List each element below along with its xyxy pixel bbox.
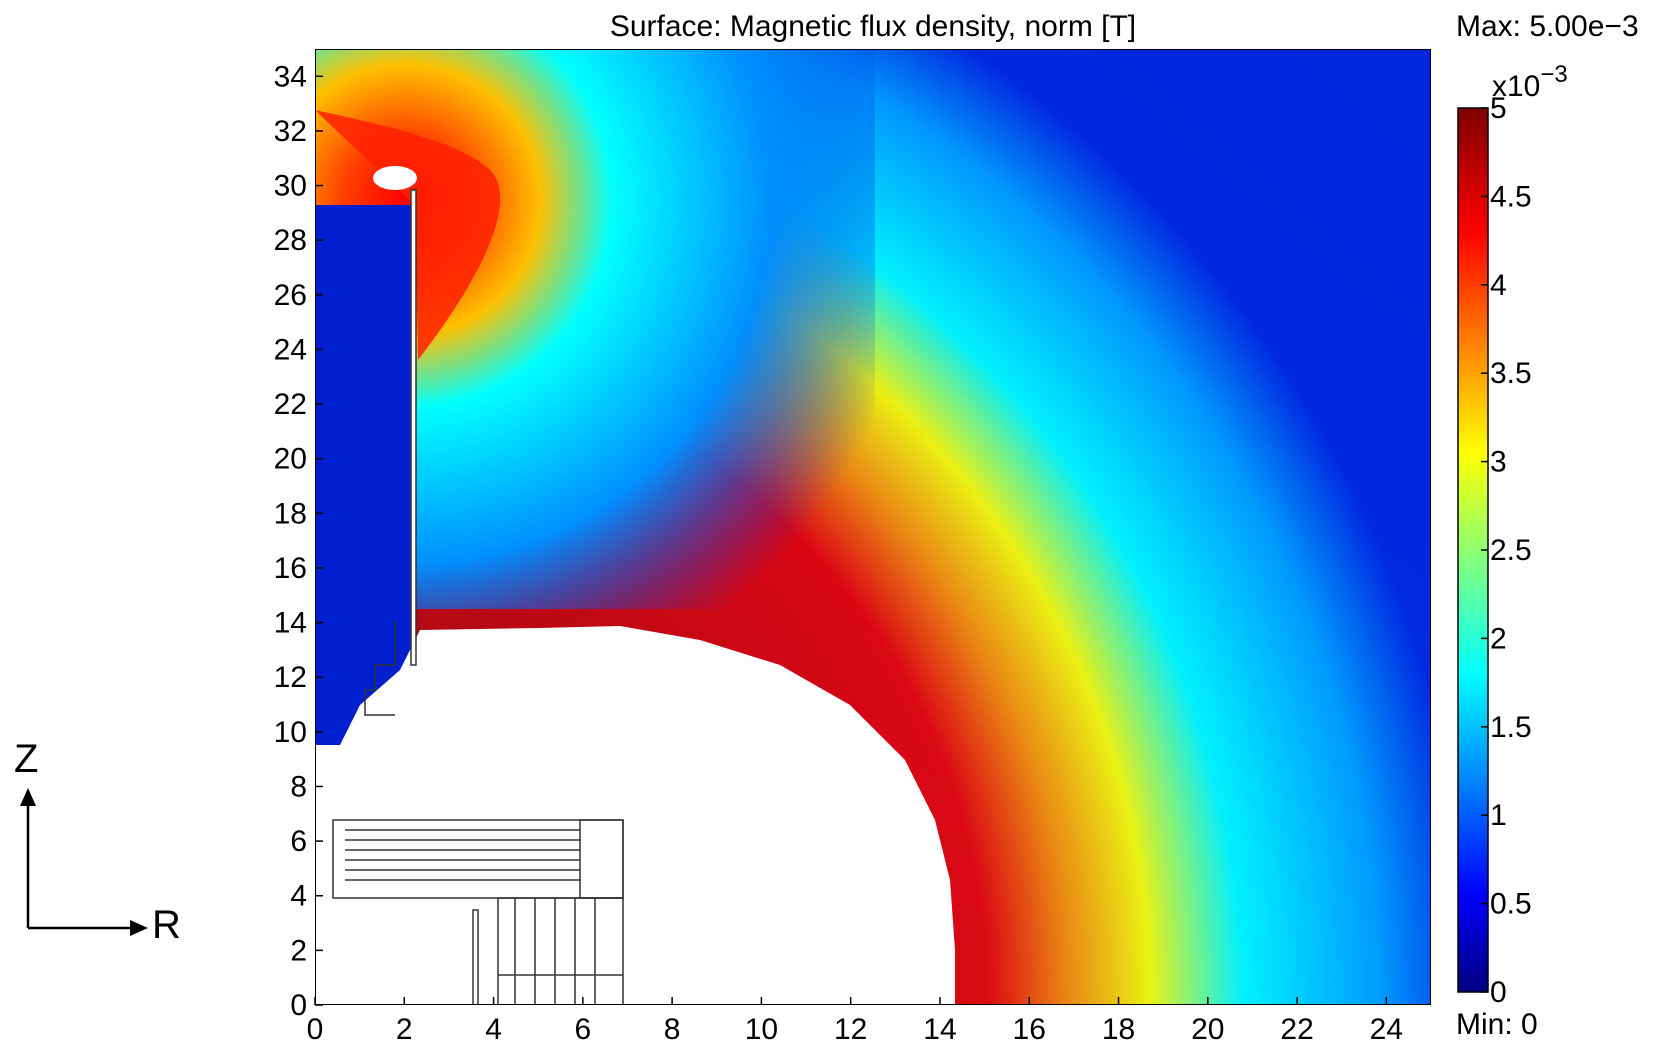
colorbar-tick-label: 3.5 (1490, 357, 1532, 390)
r-axis-arrowhead (130, 920, 148, 936)
y-tick-label: 0 (290, 989, 307, 1022)
y-tick-label: 34 (274, 60, 307, 93)
x-tick-label: 4 (485, 1013, 502, 1045)
colorbar-tick-label: 0 (1490, 976, 1507, 1009)
x-tick-label: 16 (1013, 1013, 1046, 1045)
x-tick-label: 8 (664, 1013, 681, 1045)
x-tick-label: 0 (307, 1013, 324, 1045)
x-tick-label: 6 (574, 1013, 591, 1045)
y-tick-label: 4 (290, 880, 307, 913)
x-axis-ticks: 0 2 4 6 8 10 12 14 16 18 20 22 24 (307, 997, 1403, 1045)
colorbar-max-label: Max: 5.00e−3 (1456, 10, 1639, 43)
upper-notch (373, 166, 417, 190)
colorbar-tick-label: 5 (1490, 92, 1507, 125)
z-axis-label: Z (14, 737, 38, 781)
colorbar-exponent-power: −3 (1540, 61, 1567, 88)
x-tick-label: 22 (1280, 1013, 1313, 1045)
x-tick-label: 24 (1370, 1013, 1403, 1045)
colorbar-tick-label: 4.5 (1490, 180, 1532, 213)
x-tick-label: 10 (745, 1013, 778, 1045)
inner-axis-region (315, 205, 415, 745)
y-tick-label: 26 (274, 279, 307, 312)
y-tick-label: 22 (274, 388, 307, 421)
colorbar-ticks: 0 0.5 1 1.5 2 2.5 3 3.5 4 4.5 5 (1481, 92, 1532, 1009)
chart-title: Surface: Magnetic flux density, norm [T] (610, 10, 1136, 43)
y-tick-label: 6 (290, 825, 307, 858)
thin-post (472, 909, 479, 1005)
y-tick-label: 8 (290, 770, 307, 803)
colorbar-exponent: x10−3 (1492, 61, 1568, 103)
colorbar-min-label: Min: 0 (1456, 1008, 1538, 1041)
z-axis-arrowhead (20, 788, 36, 806)
x-tick-label: 12 (834, 1013, 867, 1045)
colorbar-tick-label: 2 (1490, 622, 1507, 655)
y-tick-label: 28 (274, 224, 307, 257)
upper-hook-field (315, 110, 501, 360)
x-tick-label: 20 (1191, 1013, 1224, 1045)
step-structure (364, 620, 396, 716)
y-tick-label: 32 (274, 115, 307, 148)
y-tick-label: 10 (274, 716, 307, 749)
lower-stack (497, 897, 624, 1005)
colorbar: Max: 5.00e−3 x10−3 0 0.5 1 1.5 2 2.5 3 3.5 4 4.5 5… (1456, 10, 1639, 1041)
axis-orientation-indicator: Z R (14, 737, 181, 947)
colorbar-tick-label: 2.5 (1490, 534, 1532, 567)
colorbar-tick-label: 1 (1490, 799, 1507, 832)
x-tick-label: 18 (1102, 1013, 1135, 1045)
vertical-plate (410, 189, 417, 666)
x-tick-label: 2 (396, 1013, 413, 1045)
x-tick-label: 14 (923, 1013, 956, 1045)
y-tick-label: 30 (274, 170, 307, 203)
r-axis-label: R (152, 903, 181, 947)
y-tick-label: 16 (274, 552, 307, 585)
colorbar-tick-label: 0.5 (1490, 888, 1532, 921)
y-tick-label: 24 (274, 333, 307, 366)
y-tick-label: 12 (274, 661, 307, 694)
colorbar-tick-label: 1.5 (1490, 711, 1532, 744)
y-tick-label: 14 (274, 607, 307, 640)
y-tick-label: 2 (290, 934, 307, 967)
y-tick-label: 20 (274, 443, 307, 476)
colorbar-exponent-base: x10 (1492, 70, 1540, 103)
plot-area (315, 49, 1431, 1005)
colorbar-tick-label: 3 (1490, 446, 1507, 479)
y-tick-label: 18 (274, 497, 307, 530)
colorbar-tick-label: 4 (1490, 269, 1507, 302)
geometry-structures (332, 189, 624, 1005)
